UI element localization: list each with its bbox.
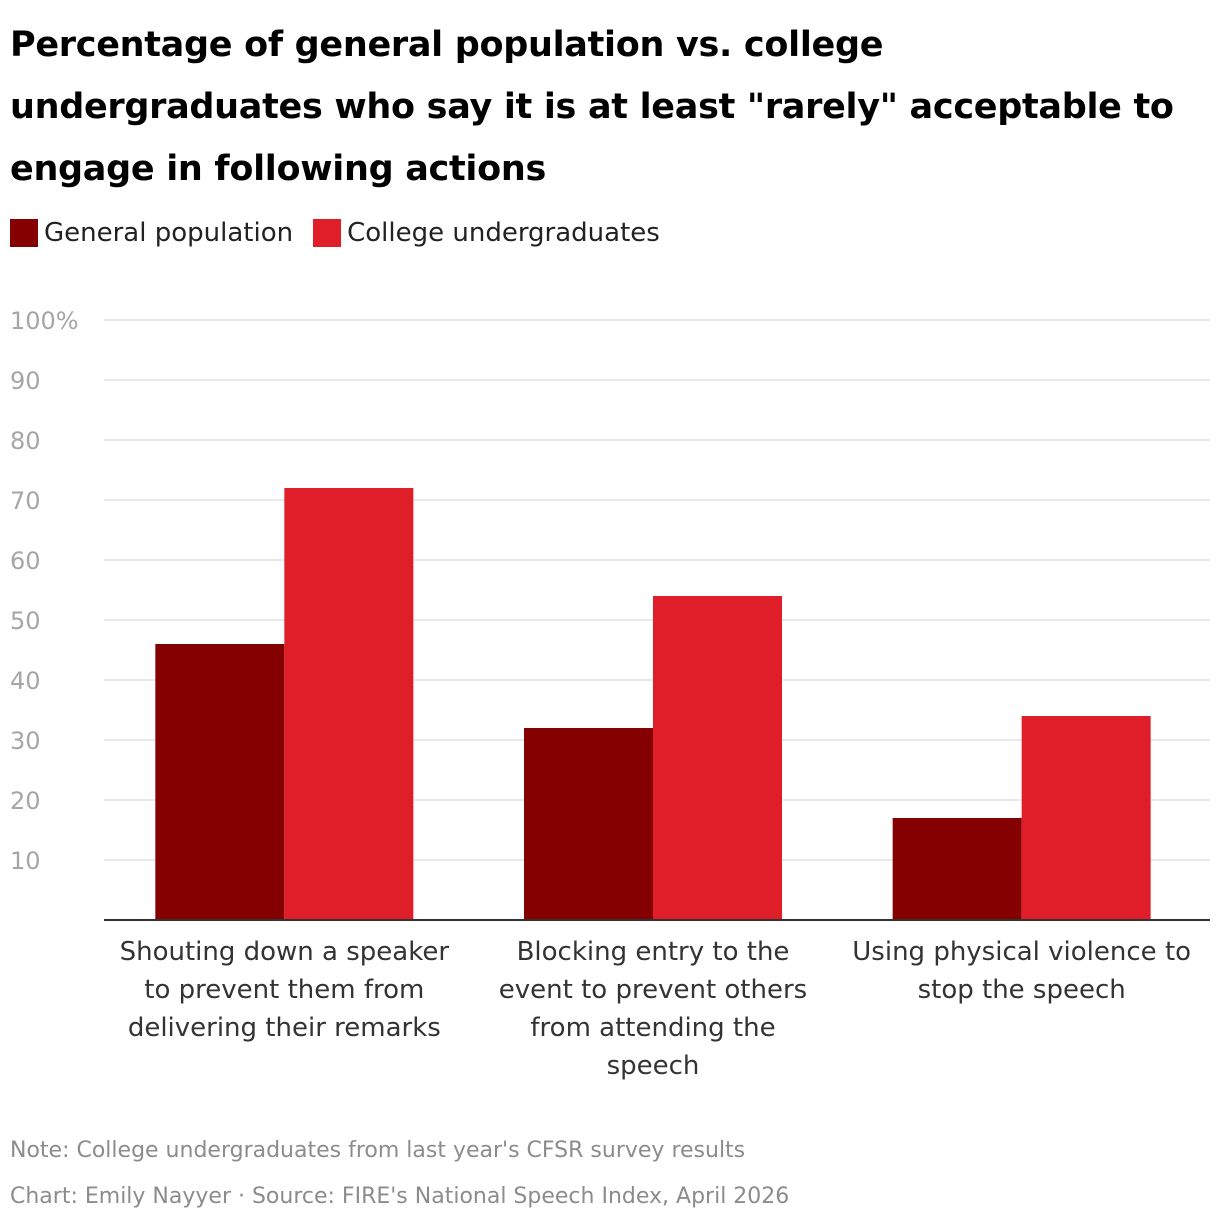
y-tick-label: 10: [10, 847, 41, 875]
legend-item-general-population: General population: [10, 218, 293, 248]
y-tick-label: 60: [10, 547, 41, 575]
legend-label-general-population: General population: [44, 218, 294, 248]
chart-credit: Chart: Emily Nayyer · Source: FIRE's Nat…: [10, 1184, 790, 1209]
y-tick-label: 80: [10, 427, 41, 455]
legend: General population College undergraduate…: [10, 218, 680, 248]
y-tick-label: 90: [10, 367, 41, 395]
legend-item-college-undergraduates: College undergraduates: [313, 218, 660, 248]
bar: [892, 818, 1022, 920]
legend-swatch-general-population: [10, 219, 38, 247]
bar-chart: 10 20 30 40 50 60 70 80 90 100% Shouting down a sp…: [10, 307, 1210, 1081]
y-tick-label: 70: [10, 487, 41, 515]
x-tick-label: Using physical violence to stop the speec…: [852, 937, 1191, 1005]
y-tick-label: 100%: [10, 307, 79, 335]
bar: [653, 596, 782, 920]
y-tick-label: 30: [10, 727, 41, 755]
chart-note: Note: College undergraduates from last y…: [10, 1138, 746, 1163]
bar: [284, 488, 414, 920]
bar: [1021, 716, 1151, 920]
x-tick-label: Shouting down a speaker to prevent them f…: [120, 937, 450, 1043]
legend-label-college-undergraduates: College undergraduates: [347, 218, 660, 248]
y-tick-label: 50: [10, 607, 41, 635]
y-tick-label: 20: [10, 787, 41, 815]
bar: [155, 644, 285, 920]
x-tick-label: Blocking entry to the event to prevent ot…: [499, 937, 807, 1081]
y-tick-label: 40: [10, 667, 41, 695]
bar: [524, 728, 653, 920]
legend-swatch-college-undergraduates: [313, 219, 342, 247]
chart-title: Percentage of general population vs. col…: [10, 25, 1174, 189]
